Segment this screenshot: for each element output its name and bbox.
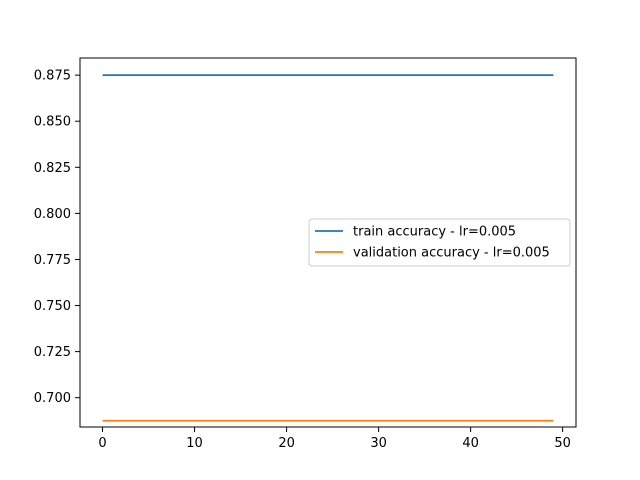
x-tick-label: 30 — [370, 436, 387, 451]
y-tick-label: 0.800 — [34, 207, 71, 222]
legend-box — [308, 218, 571, 267]
x-tick-label: 10 — [186, 436, 203, 451]
legend-label-0: train accuracy - lr=0.005 — [353, 225, 516, 240]
series-layer — [102, 74, 554, 422]
x-tick-label: 0 — [98, 436, 106, 451]
x-axis-ticks: 0 10 20 30 40 50 — [98, 427, 571, 451]
x-tick-label: 40 — [462, 436, 479, 451]
x-tick-label: 50 — [554, 436, 571, 451]
legend: train accuracy - lr=0.005 validation accu… — [308, 218, 571, 267]
y-tick-label: 0.850 — [34, 115, 71, 130]
y-axis-ticks: 0.700 0.725 0.750 0.775 0.800 0.825 0.850 0.875 — [34, 69, 80, 406]
y-tick-label: 0.875 — [34, 69, 71, 84]
y-tick-label: 0.725 — [34, 345, 71, 360]
y-tick-label: 0.700 — [34, 391, 71, 406]
x-tick-label: 20 — [278, 436, 295, 451]
plot-frame — [79, 57, 577, 428]
y-tick-label: 0.775 — [34, 253, 71, 268]
y-tick-label: 0.825 — [34, 161, 71, 176]
legend-label-1: validation accuracy - lr=0.005 — [353, 246, 550, 261]
y-tick-label: 0.750 — [34, 299, 71, 314]
